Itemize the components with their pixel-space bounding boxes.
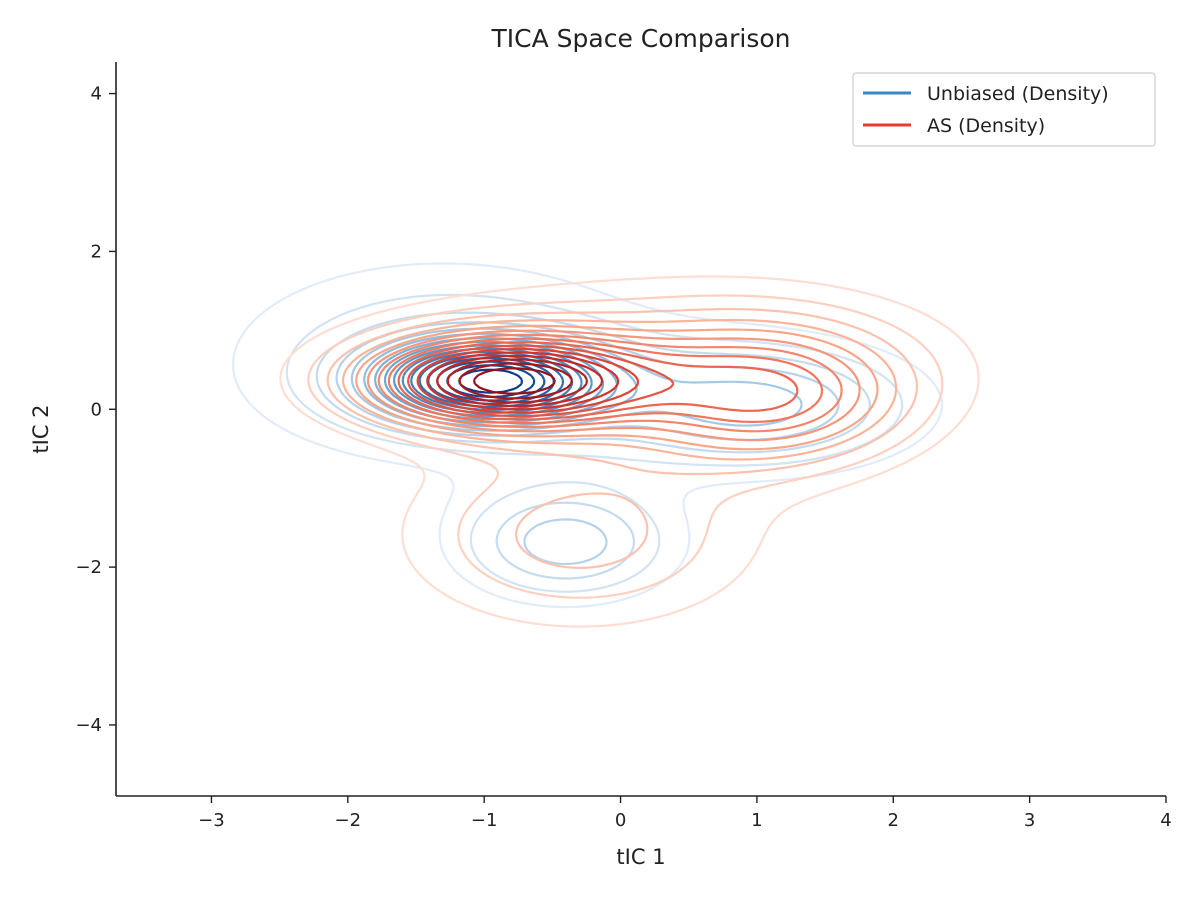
x-tick-label: 1 <box>751 810 762 831</box>
contour-line <box>326 307 918 569</box>
x-ticks: −3 −2 −1 0 1 2 3 4 <box>198 796 1172 831</box>
contour-line <box>426 351 620 411</box>
contour-line <box>407 344 675 418</box>
y-tick-label: −2 <box>75 557 102 578</box>
x-tick-label: 0 <box>615 810 626 831</box>
contour-line <box>446 358 588 404</box>
contour-series-as <box>279 275 980 628</box>
y-tick-label: 2 <box>91 241 102 262</box>
legend: Unbiased (Density) AS (Density) <box>852 72 1156 147</box>
x-tick-label: 4 <box>1160 810 1171 831</box>
contour-line <box>472 367 556 395</box>
y-tick-label: 0 <box>91 399 102 420</box>
contour-line <box>279 275 980 628</box>
contour-line <box>355 324 879 451</box>
contour-line <box>307 294 944 599</box>
y-tick-label: 4 <box>91 84 102 105</box>
legend-label-unbiased: Unbiased (Density) <box>927 83 1109 105</box>
x-tick-label: −3 <box>198 810 225 831</box>
contour-line <box>366 329 861 442</box>
x-tick-label: −2 <box>335 810 362 831</box>
legend-label-as: AS (Density) <box>927 115 1045 137</box>
x-tick-label: 3 <box>1024 810 1035 831</box>
legend-box <box>852 72 1156 147</box>
contour-line <box>416 348 640 414</box>
y-ticks: −4 −2 0 2 4 <box>75 84 116 736</box>
contour-line <box>418 353 564 408</box>
y-tick-label: −4 <box>75 715 102 736</box>
chart-title: TICA Space Comparison <box>491 24 791 53</box>
contour-line <box>387 337 824 425</box>
contour-area <box>232 262 980 628</box>
x-axis-label: tIC 1 <box>616 845 665 869</box>
contour-line <box>458 368 523 394</box>
contour-line <box>341 318 898 461</box>
contour-line <box>436 354 604 408</box>
x-tick-label: −1 <box>471 810 498 831</box>
contour-line <box>436 360 546 402</box>
contour-line <box>397 341 799 421</box>
contour-line <box>458 362 573 400</box>
y-axis-label: tIC 2 <box>29 404 53 453</box>
contour-line <box>377 333 843 433</box>
x-tick-label: 2 <box>888 810 899 831</box>
